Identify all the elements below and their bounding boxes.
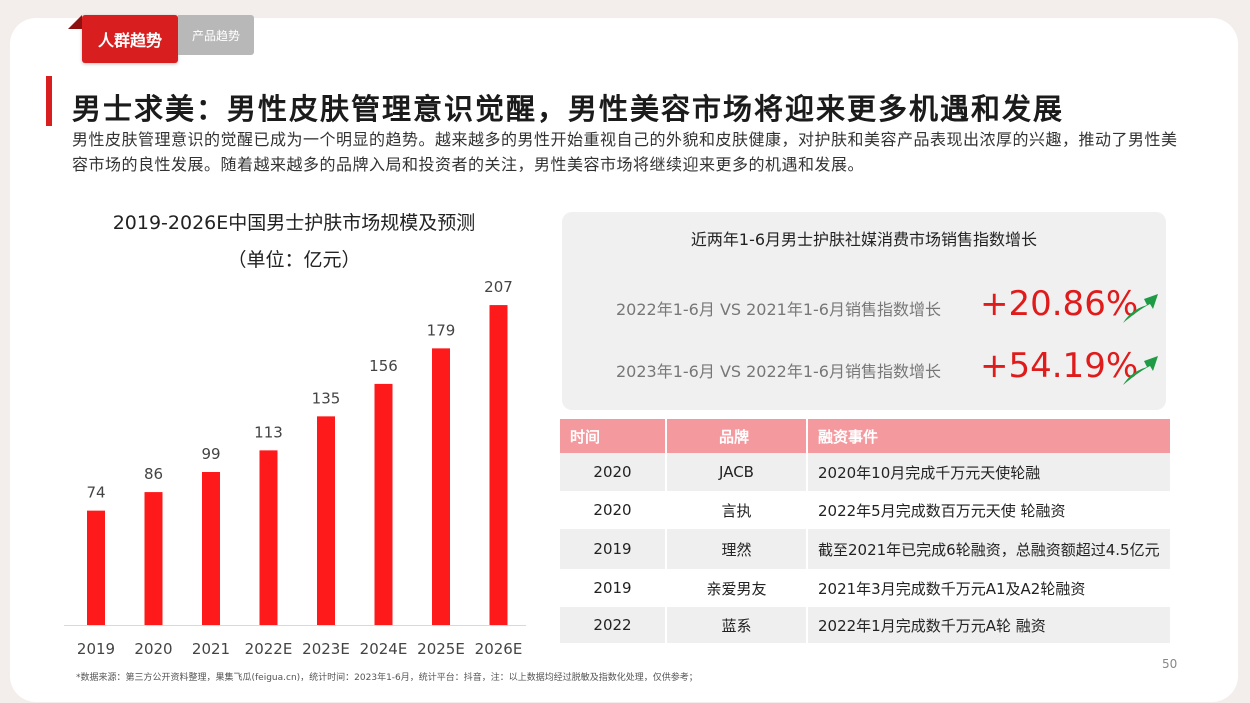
- cell-brand: JACB: [666, 453, 808, 491]
- x-tick-2023E: 2023E: [302, 640, 350, 658]
- table-row: 2019 理然 截至2021年已完成6轮融资，总融资额超过4.5亿元: [560, 529, 1172, 569]
- table-row: 2020 言执 2022年5月完成数百万元天使 轮融资: [560, 491, 1172, 529]
- table-row: 2020 JACB 2020年10月完成千万元天使轮融: [560, 453, 1172, 491]
- x-tick-2026E: 2026E: [475, 640, 523, 658]
- growth-row-label-2023: 2023年1-6月 VS 2022年1-6月销售指数增长: [616, 362, 941, 381]
- cell-brand: 亲爱男友: [666, 569, 808, 607]
- x-tick-2021: 2021: [192, 640, 230, 658]
- cell-event: 2022年5月完成数百万元天使 轮融资: [807, 491, 1172, 529]
- trend-up-arrow-icon: [1123, 356, 1158, 385]
- page-number: 50: [1162, 657, 1178, 671]
- growth-row-value-2022: +20.86%: [980, 284, 1139, 324]
- chart-title: 2019-2026E中国男士护肤市场规模及预测: [112, 212, 476, 234]
- bar-2024E: [374, 383, 393, 625]
- data-source-footnote: *数据来源：第三方公开资料整理，果集飞瓜(feigua.cn)，统计时间：202…: [76, 673, 698, 683]
- tab-crowd-trend-label: 人群趋势: [97, 31, 162, 50]
- cell-brand: 理然: [666, 529, 808, 569]
- data-label-2020: 86: [144, 465, 163, 483]
- cell-time: 2020: [560, 453, 667, 491]
- bar-2019: [87, 510, 105, 625]
- growth-panel-title: 近两年1-6月男士护肤社媒消费市场销售指数增长: [690, 230, 1038, 249]
- data-label-2021: 99: [201, 445, 220, 463]
- growth-panel: 近两年1-6月男士护肤社媒消费市场销售指数增长 2022年1-6月 VS 202…: [562, 212, 1166, 410]
- data-label-2023E: 135: [312, 389, 341, 407]
- x-tick-2025E: 2025E: [417, 640, 465, 658]
- table-row: 2019 亲爱男友 2021年3月完成数千万元A1及A2轮融资: [560, 569, 1172, 607]
- bar-2020: [144, 492, 163, 625]
- cell-time: 2022: [560, 607, 667, 643]
- funding-table: 时间 品牌 融资事件 2020 JACB 2020年10月完成千万元天使轮融 2…: [560, 419, 1172, 643]
- tab-product-trend-label: 产品趋势: [191, 28, 240, 43]
- growth-row-value-2023: +54.19%: [980, 346, 1139, 386]
- data-label-2019: 74: [86, 484, 105, 502]
- data-label-2024E: 156: [369, 357, 398, 375]
- table-row: 2022 蓝系 2022年1月完成数千万元A轮 融资: [560, 607, 1172, 643]
- data-label-2022E: 113: [254, 423, 283, 441]
- header-time: 时间: [560, 419, 667, 453]
- cell-time: 2020: [560, 491, 667, 529]
- x-tick-2024E: 2024E: [360, 640, 408, 658]
- bar-2022E: [259, 450, 278, 625]
- trend-up-arrow-icon: [1123, 294, 1158, 323]
- chart-subtitle: （单位：亿元）: [227, 249, 361, 271]
- tab-crowd-trend[interactable]: 人群趋势: [68, 15, 178, 63]
- cell-brand: 言执: [666, 491, 808, 529]
- header-event: 融资事件: [807, 419, 1172, 453]
- tab-product-trend[interactable]: 产品趋势: [178, 15, 254, 55]
- cell-event: 2022年1月完成数千万元A轮 融资: [807, 607, 1172, 643]
- cell-event: 截至2021年已完成6轮融资，总融资额超过4.5亿元: [807, 529, 1172, 569]
- bar-2021: [202, 472, 220, 625]
- header-brand: 品牌: [666, 419, 808, 453]
- bar-2026E: [489, 305, 508, 625]
- cell-event: 2021年3月完成数千万元A1及A2轮融资: [807, 569, 1172, 607]
- page-title: 男士求美：男性皮肤管理意识觉醒，男性美容市场将迎来更多机遇和发展: [72, 92, 1065, 126]
- x-tick-2020: 2020: [134, 640, 172, 658]
- market-size-bar-chart: 74 2019 86 2020 99 2021 113 2022E 135 2023E 156 202…: [64, 280, 526, 658]
- bar-2023E: [317, 416, 335, 625]
- funding-table-header: 时间 品牌 融资事件: [560, 419, 1172, 453]
- cell-time: 2019: [560, 529, 667, 569]
- title-accent-bar: [46, 76, 52, 126]
- page-description: 男性皮肤管理意识的觉醒已成为一个明显的趋势。越来越多的男性开始重视自己的外貌和皮…: [72, 130, 1178, 174]
- cell-time: 2019: [560, 569, 667, 607]
- cell-brand: 蓝系: [666, 607, 808, 643]
- growth-row-label-2022: 2022年1-6月 VS 2021年1-6月销售指数增长: [616, 300, 941, 319]
- data-label-2026E: 207: [484, 280, 513, 296]
- data-label-2025E: 179: [427, 321, 456, 339]
- bar-2025E: [432, 348, 450, 625]
- chart-heading: 2019-2026E中国男士护肤市场规模及预测 （单位：亿元）: [64, 205, 524, 279]
- x-tick-2022E: 2022E: [245, 640, 293, 658]
- x-tick-2019: 2019: [77, 640, 115, 658]
- cell-event: 2020年10月完成千万元天使轮融: [807, 453, 1172, 491]
